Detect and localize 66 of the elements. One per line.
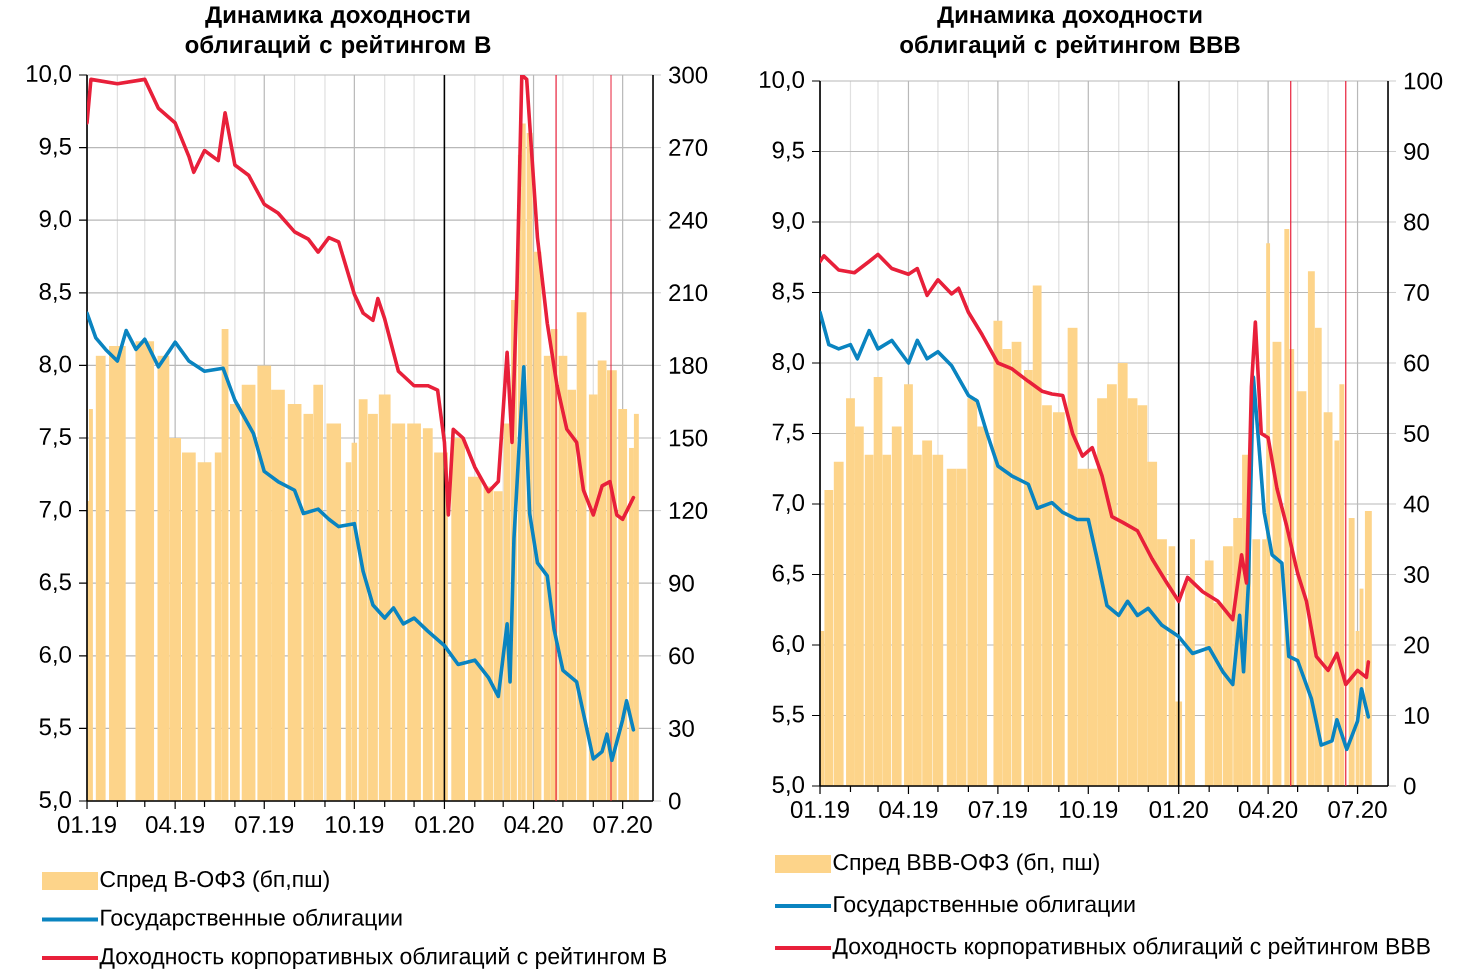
x-tick-label: 07.19	[968, 801, 1027, 819]
y2-tick-label: 30	[1403, 566, 1429, 583]
y2-tick-label: 20	[1404, 636, 1429, 654]
x-tick-label: 04.20	[504, 816, 563, 834]
y-tick-label: 10,0	[27, 65, 72, 85]
y2-tick-label: 30	[668, 719, 694, 737]
y-tick-label: 6,0	[772, 635, 805, 655]
legend-label: Спред B-ОФЗ (бп,пш)	[100, 870, 329, 892]
y-tick-label: 7,0	[772, 494, 805, 514]
y2-tick-label: 180	[669, 356, 708, 374]
y2-tick-label: 100	[1404, 72, 1443, 90]
x-tick-label: 07.19	[235, 816, 294, 834]
y-tick-label: 9,5	[39, 137, 71, 158]
y-tick-label: 6,5	[39, 573, 71, 594]
y-tick-label: 8,0	[772, 353, 805, 373]
y-tick-label: 8,0	[39, 355, 72, 376]
x-tick-label: 01.19	[790, 801, 849, 819]
legend-label: Государственные облигации	[834, 895, 1135, 917]
y2-tick-label: 80	[1404, 213, 1429, 231]
y-tick-label: 6,0	[39, 645, 72, 666]
chart-title: Динамика доходности облигаций с рейтингом BBB	[900, 6, 1240, 58]
chart-title: Динамика доходности облигаций с рейтингом B	[185, 6, 491, 58]
x-tick-label: 01.19	[57, 816, 116, 834]
x-tick-label: 10.19	[326, 816, 384, 834]
y2-tick-label: 90	[1404, 143, 1429, 160]
y-tick-label: 5,5	[772, 705, 804, 726]
y2-tick-label: 240	[669, 211, 708, 229]
x-tick-label: 07.20	[1328, 801, 1387, 819]
y2-tick-label: 60	[1404, 354, 1429, 372]
y-tick-label: 9,0	[39, 210, 72, 231]
x-tick-label: 04.19	[146, 816, 205, 834]
y2-tick-label: 40	[1403, 495, 1429, 513]
legend-label: Доходность корпоративных облигаций с рейтингом BBB	[832, 937, 1430, 959]
y2-tick-label: 60	[669, 647, 694, 665]
y2-tick-label: 210	[669, 284, 708, 302]
y2-tick-label: 270	[669, 139, 708, 157]
legend-label: Спред BBB-ОФЗ (бп, пш)	[833, 853, 1099, 875]
legend-label: Государственные облигации	[101, 908, 402, 931]
y2-tick-label: 90	[669, 574, 694, 592]
y-tick-label: 7,5	[39, 428, 71, 448]
x-tick-label: 04.19	[879, 801, 938, 819]
y2-tick-label: 150	[669, 429, 708, 447]
y-tick-label: 8,5	[772, 282, 804, 303]
y-tick-label: 5,0	[39, 791, 72, 811]
y-tick-label: 10,0	[760, 71, 805, 91]
y-tick-label: 6,5	[772, 564, 804, 585]
y2-tick-label: 120	[669, 502, 708, 520]
y-tick-label: 7,0	[39, 500, 72, 521]
x-tick-label: 07.20	[593, 816, 652, 834]
y2-tick-label: 10	[1404, 707, 1429, 724]
x-tick-label: 10.19	[1060, 801, 1118, 819]
x-tick-label: 01.20	[415, 816, 474, 834]
y2-tick-label: 70	[1404, 284, 1429, 301]
x-tick-label: 04.20	[1239, 801, 1298, 819]
y2-tick-label: 0	[669, 792, 681, 810]
x-tick-label: 01.20	[1149, 801, 1208, 819]
legend-label: Доходность корпоративных облигаций с рейтингом B	[99, 947, 667, 969]
y-tick-label: 5,0	[772, 776, 805, 796]
y-tick-label: 7,5	[772, 423, 804, 444]
y-tick-label: 9,5	[772, 141, 804, 162]
y2-tick-label: 0	[1404, 777, 1416, 795]
y2-tick-label: 300	[668, 66, 708, 84]
y-tick-label: 5,5	[39, 718, 71, 739]
y-tick-label: 8,5	[39, 282, 71, 303]
y2-tick-label: 50	[1404, 425, 1429, 442]
y-tick-label: 9,0	[772, 212, 805, 232]
